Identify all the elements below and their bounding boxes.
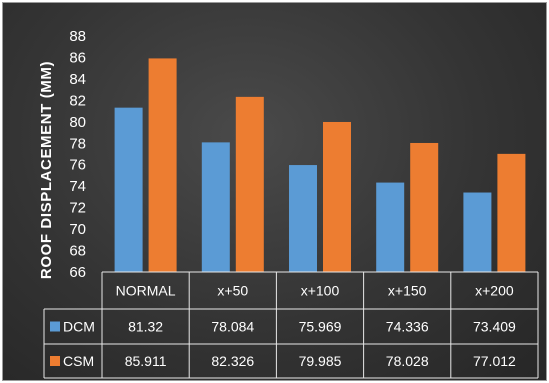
bar-dcm-3 <box>376 182 405 272</box>
y-axis-title: ROOF DISPLACEMENT (MM) <box>38 61 55 279</box>
y-tick-label: 70 <box>69 221 86 238</box>
bar-dcm-2 <box>289 165 317 272</box>
y-tick-label: 72 <box>69 200 86 217</box>
y-tick-label: 76 <box>69 157 86 174</box>
category-label: x+150 <box>388 283 427 299</box>
data-label-dcm: 74.336 <box>386 319 429 335</box>
bars <box>114 58 526 273</box>
category-label: x+200 <box>475 283 514 299</box>
data-label-dcm: 73.409 <box>473 319 516 335</box>
category-label: x+100 <box>301 283 340 299</box>
y-tick-label: 84 <box>69 71 86 88</box>
data-label-csm: 79.985 <box>299 353 342 369</box>
y-tick-label: 88 <box>69 28 86 45</box>
y-tick-label: 74 <box>69 178 86 195</box>
data-label-dcm: 75.969 <box>299 319 342 335</box>
data-label-dcm: 78.084 <box>211 319 254 335</box>
data-label-dcm: 81.32 <box>128 319 163 335</box>
y-tick-label: 80 <box>69 114 86 131</box>
data-label-csm: 85.911 <box>125 353 167 369</box>
y-tick-label: 82 <box>69 92 86 109</box>
y-axis-ticks: 66 68 70 72 74 76 78 80 82 84 86 88 <box>69 28 86 281</box>
y-tick-label: 68 <box>69 243 86 260</box>
bar-csm-2 <box>323 121 351 272</box>
data-label-csm: 82.326 <box>211 353 254 369</box>
data-label-csm: 78.028 <box>386 353 429 369</box>
bar-dcm-4 <box>463 192 492 272</box>
category-label: x+50 <box>217 283 248 299</box>
data-label-csm: 77.012 <box>473 353 516 369</box>
bar-csm-3 <box>410 142 439 272</box>
legend-swatch-csm <box>50 356 60 366</box>
bar-csm-4 <box>497 153 526 272</box>
legend-swatch-dcm <box>50 321 60 332</box>
bar-dcm-1 <box>201 142 230 272</box>
legend-label-csm: CSM <box>63 353 94 369</box>
y-tick-label: 66 <box>69 264 86 281</box>
data-table: NORMAL x+50 x+100 x+150 x+200 DCM 81.32 78.084 7… <box>43 271 539 379</box>
legend-label-dcm: DCM <box>63 319 95 335</box>
category-label: NORMAL <box>116 283 176 299</box>
y-tick-label: 78 <box>69 135 86 152</box>
bar-csm-1 <box>235 96 264 272</box>
bar-chart: ROOF DISPLACEMENT (MM) 66 68 70 72 74 76 78 80 8… <box>38 28 539 379</box>
bar-dcm-0 <box>114 107 143 273</box>
y-tick-label: 86 <box>69 49 86 66</box>
bar-csm-0 <box>148 58 177 272</box>
y-axis-title-group: ROOF DISPLACEMENT (MM) <box>38 61 55 279</box>
